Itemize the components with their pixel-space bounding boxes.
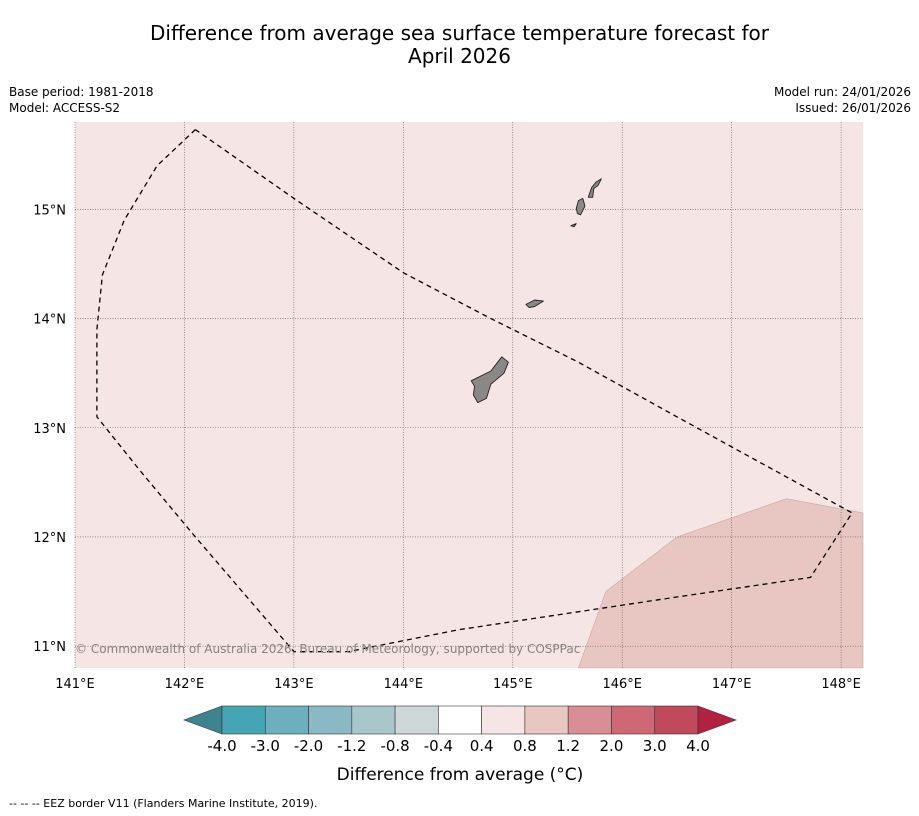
colorbar-segment bbox=[221, 705, 266, 735]
colorbar-under-arrow bbox=[183, 705, 223, 735]
meta-left: Base period: 1981-2018 Model: ACCESS-S2 bbox=[9, 84, 154, 116]
colorbar-tick-label: -1.2 bbox=[337, 737, 366, 755]
lon-tick-label: 147°E bbox=[712, 677, 752, 692]
colorbar-tick-label: 0.8 bbox=[513, 737, 537, 755]
title-line-1: Difference from average sea surface temp… bbox=[149, 21, 769, 45]
lon-tick-label: 145°E bbox=[493, 677, 533, 692]
lat-tick-label: 12°N bbox=[33, 531, 66, 546]
chart-title: Difference from average sea surface temp… bbox=[0, 22, 919, 68]
colorbar-segment bbox=[567, 705, 612, 735]
lon-tick-label: 143°E bbox=[274, 677, 314, 692]
colorbar-segment bbox=[524, 705, 569, 735]
lon-tick-label: 148°E bbox=[821, 677, 861, 692]
model-name: Model: ACCESS-S2 bbox=[9, 101, 121, 115]
colorbar-tick-label: 2.0 bbox=[600, 737, 624, 755]
colorbar-tick-label: 1.2 bbox=[556, 737, 580, 755]
colorbar-label: Difference from average (°C) bbox=[337, 765, 584, 785]
model-run: Model run: 24/01/2026 bbox=[773, 85, 911, 99]
lon-tick-label: 146°E bbox=[602, 677, 642, 692]
colorbar-segment bbox=[481, 705, 526, 735]
colorbar-tick-label: -2.0 bbox=[294, 737, 323, 755]
lat-tick-label: 13°N bbox=[33, 422, 66, 437]
colorbar-segment bbox=[264, 705, 309, 735]
issued-date: Issued: 26/01/2026 bbox=[795, 101, 911, 115]
island-tinian bbox=[575, 197, 586, 216]
colorbar-segment bbox=[351, 705, 396, 735]
title-line-2: April 2026 bbox=[408, 44, 511, 68]
colorbar-tick-label: 0.4 bbox=[470, 737, 494, 755]
eez-footnote: -- -- -- EEZ border V11 (Flanders Marine… bbox=[9, 797, 318, 810]
colorbar-tick-label: -4.0 bbox=[207, 737, 236, 755]
lon-tick-label: 142°E bbox=[165, 677, 205, 692]
eez-border-line bbox=[96, 129, 854, 653]
colorbar-over-arrow bbox=[697, 705, 737, 735]
colorbar-tick-label: 3.0 bbox=[643, 737, 667, 755]
lat-tick-label: 14°N bbox=[33, 313, 66, 328]
colorbar-tick-label: -3.0 bbox=[251, 737, 280, 755]
colorbar-segment bbox=[438, 705, 482, 735]
copyright-text: © Commonwealth of Australia 2026, Bureau… bbox=[75, 642, 580, 656]
colorbar-segment bbox=[611, 705, 656, 735]
colorbar-tick-label: -0.8 bbox=[380, 737, 409, 755]
lat-tick-label: 11°N bbox=[33, 640, 66, 655]
lon-tick-label: 144°E bbox=[384, 677, 424, 692]
lon-tick-label: 141°E bbox=[55, 677, 95, 692]
colorbar-segment bbox=[394, 705, 439, 735]
base-period: Base period: 1981-2018 bbox=[9, 85, 154, 99]
colorbar-segment bbox=[308, 705, 353, 735]
colorbar-tick-label: -0.4 bbox=[424, 737, 453, 755]
island-guam bbox=[470, 356, 509, 404]
lat-tick-label: 15°N bbox=[33, 203, 66, 218]
colorbar-segment bbox=[654, 705, 699, 735]
island-aguijan bbox=[570, 223, 577, 228]
island-saipan bbox=[587, 178, 602, 198]
island-rota bbox=[525, 299, 544, 309]
colorbar-tick-label: 4.0 bbox=[686, 737, 710, 755]
meta-right: Model run: 24/01/2026 Issued: 26/01/2026 bbox=[774, 84, 911, 116]
warm-anomaly-region bbox=[577, 498, 864, 669]
